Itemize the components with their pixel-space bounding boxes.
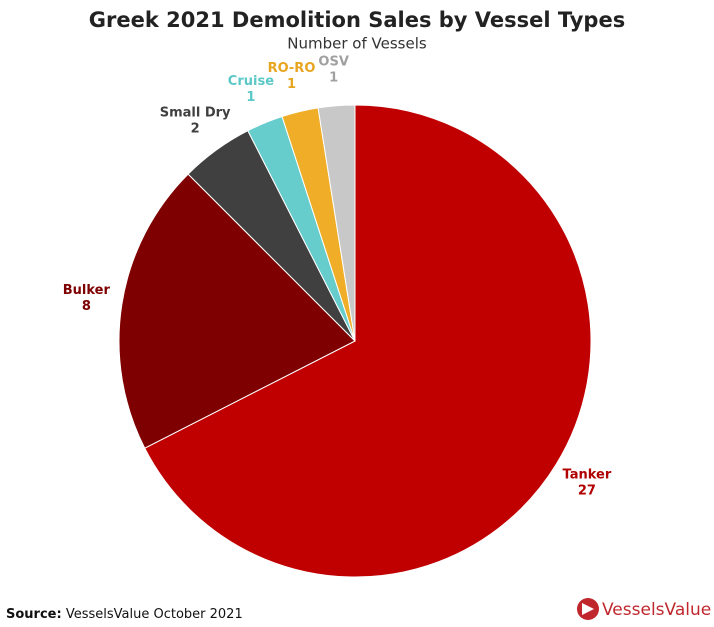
slice-label: RO-RO bbox=[268, 61, 316, 76]
logo: VesselsValue bbox=[577, 598, 711, 620]
slice-value: 2 bbox=[191, 121, 200, 136]
slice bbox=[118, 173, 356, 449]
slice-label: OSV bbox=[318, 54, 348, 69]
slice-label: Tanker bbox=[563, 468, 612, 483]
slice-value: 1 bbox=[329, 70, 338, 85]
slice-label: Bulker bbox=[63, 283, 111, 298]
slice-value: 8 bbox=[82, 299, 91, 314]
source-text: VesselsValue October 2021 bbox=[66, 607, 243, 622]
logo-text: VesselsValue bbox=[602, 600, 711, 620]
slice-value: 1 bbox=[246, 90, 255, 105]
slice-value: 27 bbox=[578, 484, 596, 499]
slice bbox=[144, 104, 592, 578]
logo-arrow bbox=[582, 603, 594, 615]
chart-title: Greek 2021 Demolition Sales by Vessel Ty… bbox=[89, 8, 625, 32]
slice-label: Small Dry bbox=[160, 105, 231, 120]
slice-label: Cruise bbox=[228, 74, 274, 89]
slice-value: 1 bbox=[287, 77, 296, 92]
source: Source: VesselsValue October 2021 bbox=[6, 607, 243, 622]
chart-subtitle: Number of Vessels bbox=[287, 35, 427, 53]
source-label: Source: bbox=[6, 607, 62, 622]
slice bbox=[317, 104, 356, 342]
